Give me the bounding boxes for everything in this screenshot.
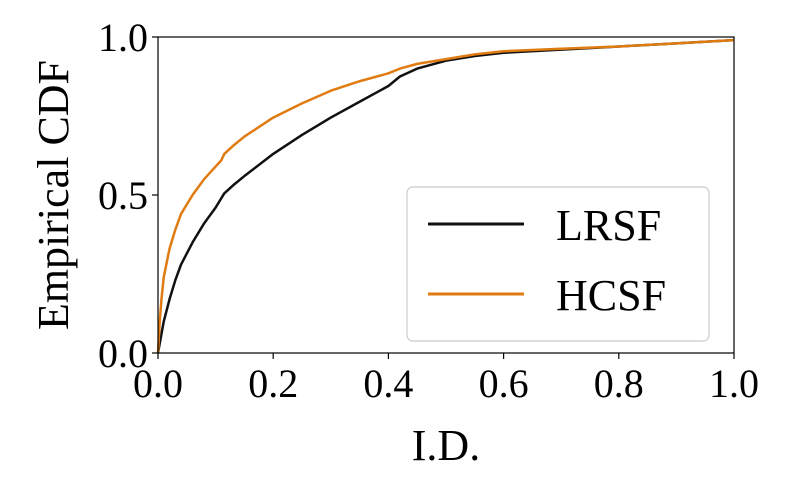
legend-label-lrsf: LRSF — [556, 201, 661, 250]
y-axis-ticks: 0.0 0.5 1.0 — [98, 15, 158, 376]
legend: LRSF HCSF — [406, 186, 710, 342]
x-axis-label: I.D. — [412, 421, 480, 470]
legend-label-hcsf: HCSF — [556, 271, 666, 320]
y-tick-label: 1.0 — [98, 15, 148, 60]
y-axis-label: Empirical CDF — [29, 60, 78, 330]
x-tick-label: 0.6 — [479, 361, 529, 406]
x-tick-label: 0.8 — [594, 361, 644, 406]
series-line-lrsf — [156, 38, 735, 354]
x-axis-ticks: 0.0 0.2 0.4 0.6 0.8 1.0 — [133, 353, 759, 406]
x-tick-label: 0.2 — [248, 361, 298, 406]
series-lines — [156, 38, 735, 354]
y-tick-label: 0.5 — [98, 173, 148, 218]
series-line-hcsf — [156, 38, 735, 354]
y-tick-label: 0.0 — [98, 331, 148, 376]
x-tick-label: 0.4 — [363, 361, 413, 406]
x-tick-label: 0.0 — [133, 361, 183, 406]
x-tick-label: 1.0 — [709, 361, 759, 406]
